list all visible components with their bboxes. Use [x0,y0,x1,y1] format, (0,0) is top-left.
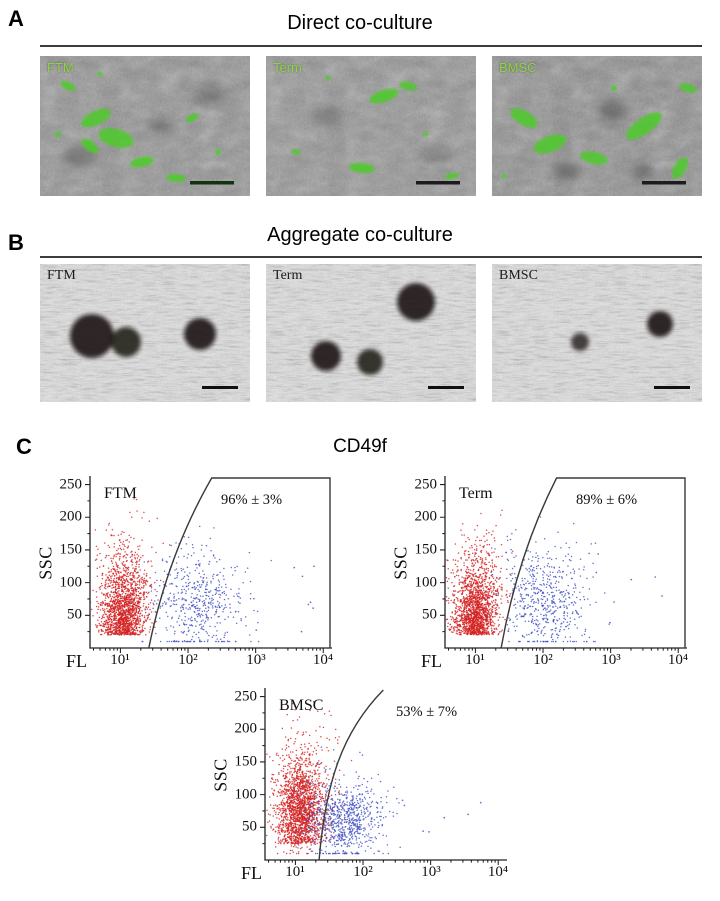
micrograph-direct-ftm: FTM [40,56,250,196]
x-tick-label: 10² [533,652,553,668]
image-label-term: Term [273,60,302,75]
y-tick-label: 150 [234,753,258,770]
scatter-canvas-ftm [32,470,352,678]
scale-bar [190,181,234,185]
micrograph-image [40,264,250,402]
scatter-canvas-term [387,470,707,678]
x-tick-label: 10³ [421,864,441,880]
plot-title-ftm: FTM [104,485,137,502]
panel-b-divider [40,256,702,258]
plot-title-bmsc: BMSC [279,697,324,714]
micrograph-aggregate-bmsc: BMSC [492,264,702,402]
flow-plot-bmsc: SSC 250 200 150 100 50 FL 10¹ 10² 10³ 10… [207,682,529,894]
y-tick-label: 150 [59,541,83,558]
micrograph-aggregate-term: Term [266,264,476,402]
y-tick-label: 100 [234,786,258,803]
x-tick-label: 10³ [601,652,621,668]
x-tick-label: 10² [178,652,198,668]
micrograph-image [40,56,250,196]
y-tick-label: 250 [234,688,258,705]
micrograph-image [266,264,476,402]
gate-stat-bmsc: 53% ± 7% [396,704,458,720]
panel-b-image-row: FTM Term [40,264,702,402]
y-tick-label: 250 [414,476,438,493]
micrograph-direct-bmsc: BMSC [492,56,702,196]
y-tick-label: 100 [59,574,83,591]
scale-bar [654,386,690,389]
plot-title-term: Term [459,485,493,502]
panel-a-image-row: FTM Term [40,56,702,196]
panel-a-divider [40,45,702,47]
image-label-bmsc: BMSC [499,268,538,283]
scale-bar [416,181,460,185]
panel-c-title: CD49f [333,436,387,457]
x-axis-label: FL [66,651,88,671]
x-axis-label: FL [421,651,443,671]
x-tick-label: 10³ [246,652,266,668]
x-tick-label: 10¹ [110,652,130,668]
micrograph-direct-term: Term [266,56,476,196]
flow-plot-ftm: SSC 250 200 150 100 50 FL 10¹ 10² 10³ 10… [32,470,354,682]
y-tick-label: 50 [422,606,437,623]
flow-plot-term: SSC 250 200 150 100 50 FL 10¹ 10² 10³ 10… [387,470,709,682]
x-tick-label: 10⁴ [312,652,334,668]
x-tick-label: 10⁴ [667,652,689,668]
image-label-ftm: FTM [47,60,74,75]
micrograph-image [492,56,702,196]
panel-c-label: C [16,434,32,459]
panel-a-title: Direct co-culture [287,12,433,34]
x-tick-label: 10⁴ [487,864,509,880]
image-label-term: Term [273,268,303,283]
x-tick-label: 10¹ [465,652,485,668]
micrograph-image [492,264,702,402]
y-tick-label: 200 [414,508,438,525]
image-label-ftm: FTM [47,268,76,283]
y-tick-label: 150 [414,541,438,558]
micrograph-aggregate-ftm: FTM [40,264,250,402]
y-tick-label: 200 [59,508,83,525]
y-tick-label: 200 [234,720,258,737]
image-label-bmsc: BMSC [499,60,537,75]
y-tick-label: 250 [59,476,83,493]
panel-b-title: Aggregate co-culture [267,224,453,246]
scatter-canvas-bmsc [207,682,527,890]
scale-bar [428,386,464,389]
panel-b-label: B [8,230,24,255]
scale-bar [202,386,238,389]
y-tick-label: 50 [242,818,257,835]
scale-bar [642,181,686,185]
panel-a-label: A [8,6,24,31]
y-tick-label: 100 [414,574,438,591]
gate-stat-term: 89% ± 6% [576,492,638,508]
x-axis-label: FL [241,863,263,883]
micrograph-image [266,56,476,196]
x-tick-label: 10² [353,864,373,880]
y-tick-label: 50 [67,606,82,623]
x-tick-label: 10¹ [285,864,305,880]
gate-stat-ftm: 96% ± 3% [221,492,283,508]
